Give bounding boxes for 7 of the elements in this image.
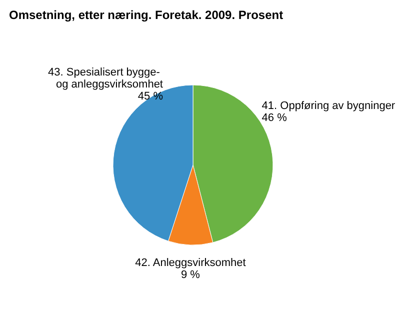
data-label: 45 %: [138, 90, 164, 103]
slice-label: 43. Spesialisert bygge- og anleggsvirksomhet: [48, 66, 163, 91]
data-label: 9 %: [181, 269, 200, 281]
slice-label: 42. Anleggsvirksomhet: [135, 257, 246, 269]
slice-label: 41. Oppføring av bygninger: [262, 100, 396, 112]
data-label: 46 %: [262, 112, 288, 124]
chart-title: Omsetning, etter næring. Foretak. 2009. Prosent: [9, 8, 284, 22]
